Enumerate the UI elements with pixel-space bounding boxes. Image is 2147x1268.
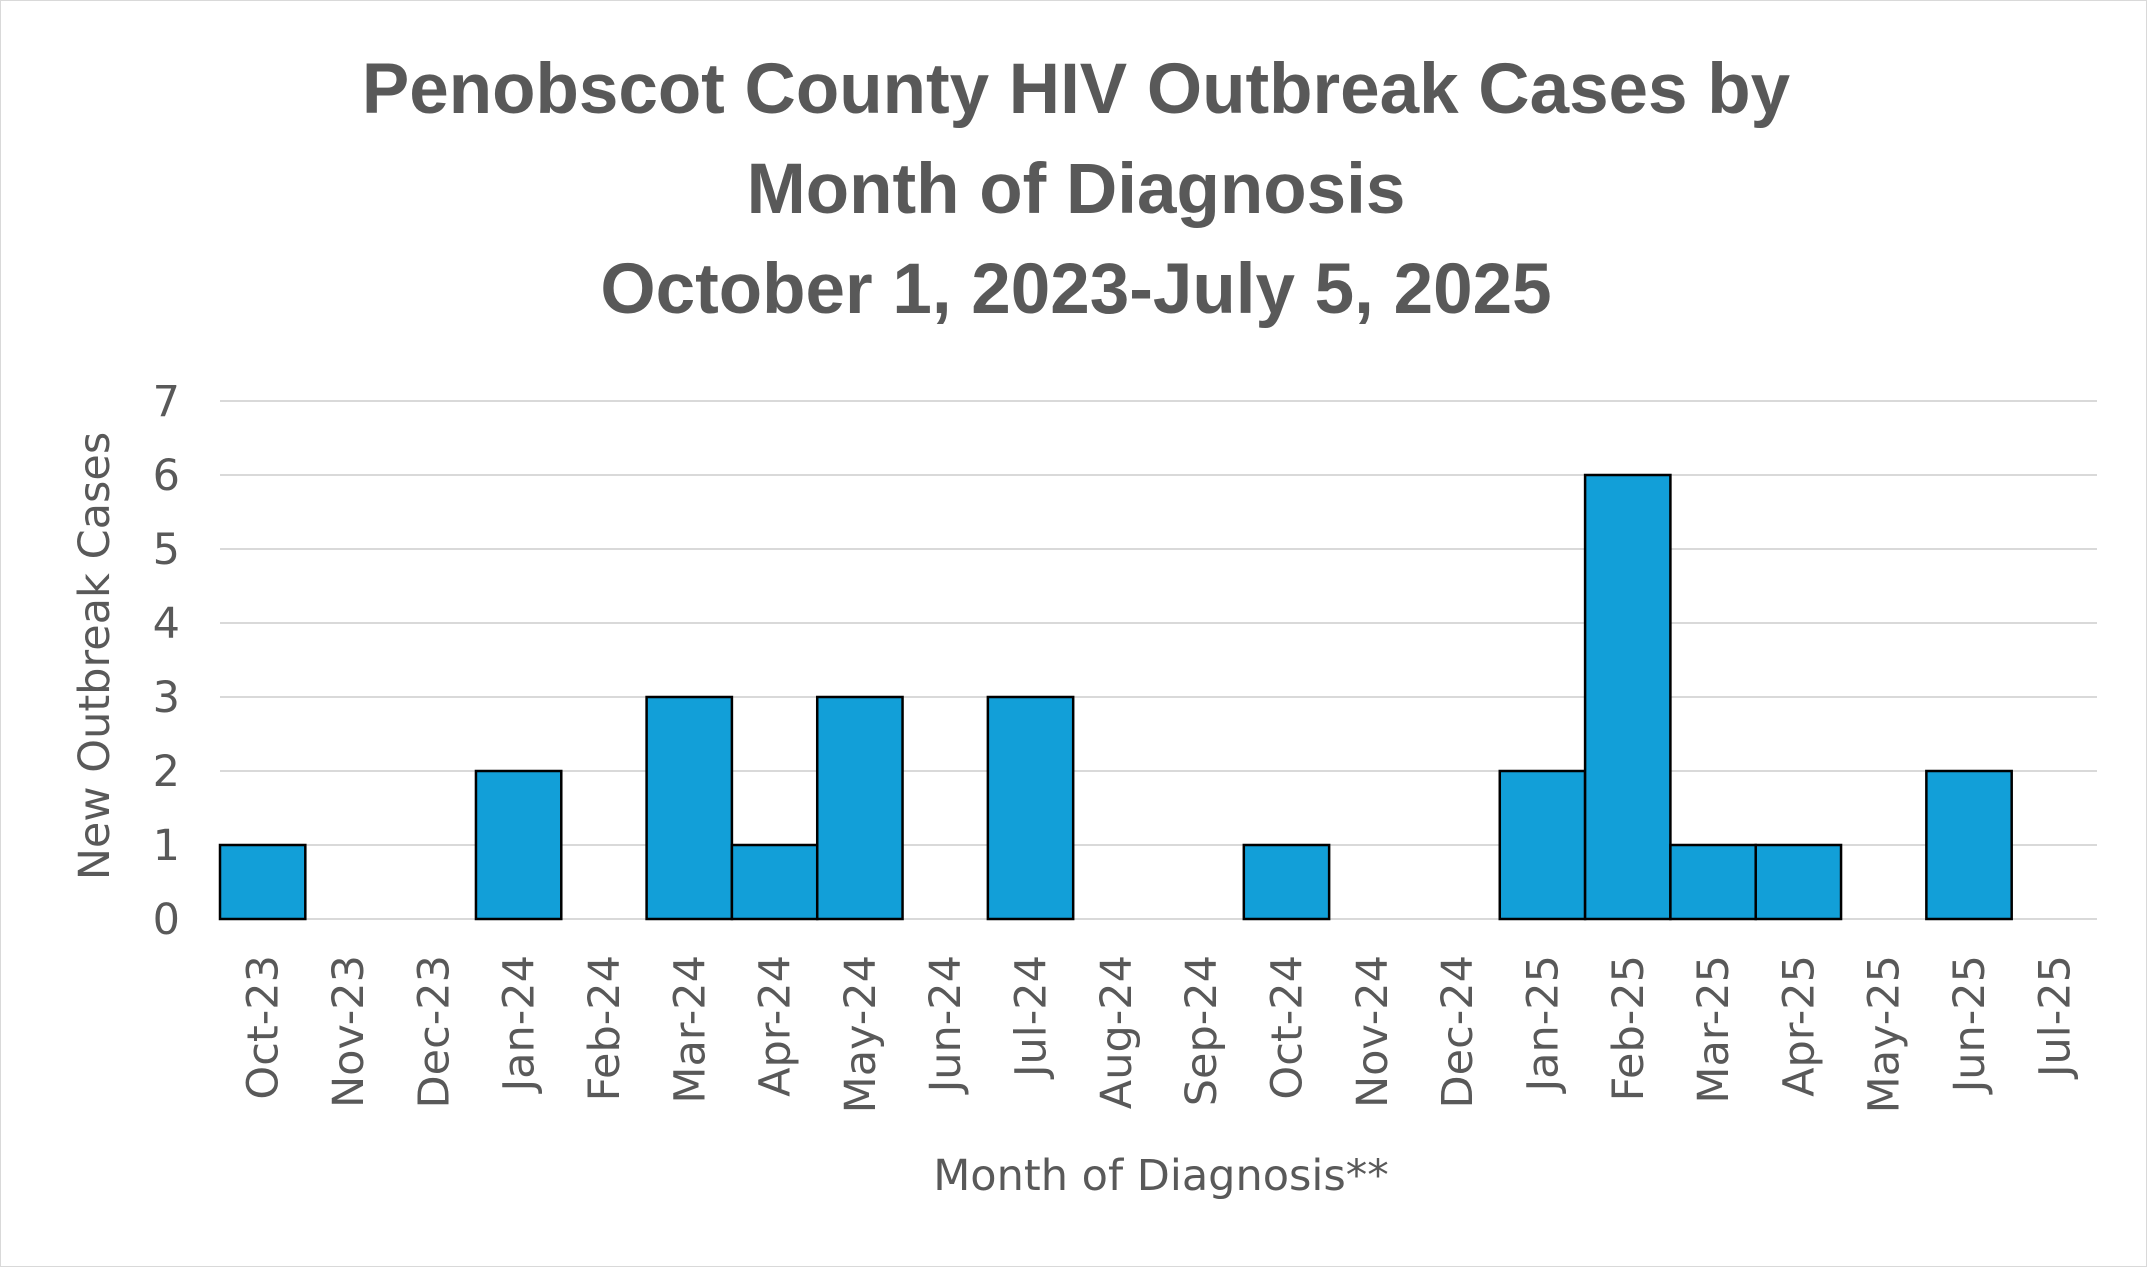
x-tick-label: Nov-23 bbox=[324, 955, 374, 1108]
bar-mar-24 bbox=[645, 695, 734, 921]
x-tick-label: Mar-25 bbox=[1689, 955, 1739, 1104]
bar-may-24 bbox=[815, 695, 904, 921]
y-axis-ticks: 0 1 2 3 4 5 6 7 bbox=[153, 377, 180, 945]
bar-jan-25 bbox=[1498, 769, 1587, 921]
x-tick-label: May-25 bbox=[1860, 955, 1910, 1113]
y-tick-label: 4 bbox=[153, 599, 180, 649]
x-tick-label: Jul-24 bbox=[1007, 955, 1057, 1080]
bar-mar-25 bbox=[1669, 843, 1757, 921]
bar-apr-25 bbox=[1754, 843, 1843, 921]
x-tick-label: Oct-23 bbox=[239, 955, 289, 1100]
bar-oct-24 bbox=[1242, 843, 1331, 921]
bar-apr-24 bbox=[730, 843, 819, 921]
x-tick-label: Mar-24 bbox=[665, 955, 715, 1104]
chart-title-line-3: October 1, 2023-July 5, 2025 bbox=[600, 250, 1551, 329]
x-tick-label: Feb-25 bbox=[1604, 955, 1654, 1101]
chart-title-line-1: Penobscot County HIV Outbreak Cases by bbox=[362, 50, 1791, 129]
x-tick-label: Jun-24 bbox=[921, 955, 971, 1095]
x-tick-label: Sep-24 bbox=[1177, 955, 1227, 1106]
y-tick-label: 0 bbox=[153, 895, 180, 945]
x-tick-label: Jul-25 bbox=[2030, 955, 2080, 1080]
x-tick-label: Jan-25 bbox=[1518, 955, 1568, 1095]
y-tick-label: 7 bbox=[153, 377, 180, 427]
x-axis-ticks: Oct-23 Nov-23 Dec-23 Jan-24 Feb-24 Mar-24 Apr-… bbox=[239, 955, 2081, 1113]
x-tick-label: Oct-24 bbox=[1262, 955, 1312, 1100]
bar-jan-24 bbox=[474, 769, 563, 921]
x-tick-label: Nov-24 bbox=[1348, 955, 1398, 1108]
x-tick-label: Jan-24 bbox=[495, 955, 545, 1095]
x-tick-label: Apr-25 bbox=[1774, 955, 1824, 1097]
x-tick-label: Feb-24 bbox=[580, 955, 630, 1101]
y-tick-label: 5 bbox=[153, 525, 180, 575]
x-tick-label: Dec-23 bbox=[409, 955, 459, 1108]
bars bbox=[218, 473, 2013, 921]
x-tick-label: Dec-24 bbox=[1433, 955, 1483, 1108]
bar-feb-25 bbox=[1583, 473, 1672, 921]
y-tick-label: 1 bbox=[153, 821, 180, 871]
bar-oct-23 bbox=[218, 843, 307, 921]
x-axis-title: Month of Diagnosis** bbox=[933, 1151, 1389, 1201]
bar-jul-24 bbox=[986, 695, 1075, 921]
x-tick-label: Apr-24 bbox=[751, 955, 801, 1097]
y-tick-label: 2 bbox=[153, 747, 180, 797]
x-tick-label: Aug-24 bbox=[1092, 955, 1142, 1109]
bar-jun-25 bbox=[1925, 769, 2013, 921]
y-tick-label: 6 bbox=[153, 451, 180, 501]
x-tick-label: Jun-25 bbox=[1945, 955, 1995, 1095]
chart-title-line-2: Month of Diagnosis bbox=[747, 150, 1406, 229]
y-tick-label: 3 bbox=[153, 673, 180, 723]
y-axis-title: New Outbreak Cases bbox=[70, 432, 120, 880]
x-tick-label: May-24 bbox=[836, 955, 886, 1113]
